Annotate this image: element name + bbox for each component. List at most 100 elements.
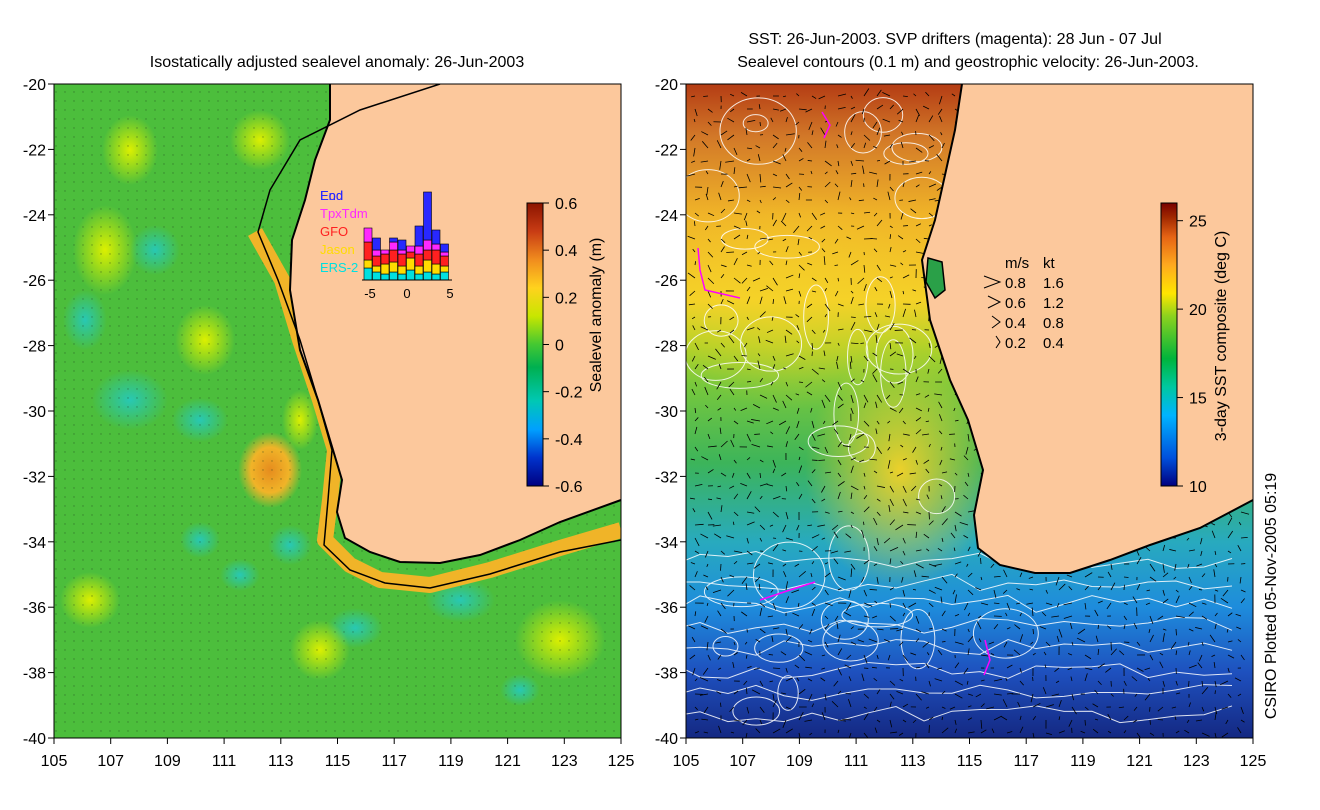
velocity-arrow	[804, 719, 813, 722]
velocity-arrow	[703, 574, 709, 578]
velocity-arrow	[1174, 716, 1177, 721]
inset-bar-segment	[414, 273, 424, 281]
velocity-arrow	[738, 186, 748, 189]
velocity-arrow	[846, 654, 852, 660]
velocity-arrow	[888, 433, 891, 442]
velocity-arrow	[915, 549, 922, 552]
velocity-arrow	[1097, 600, 1103, 604]
velocity-arrow	[954, 641, 964, 645]
velocity-arrow	[780, 220, 787, 227]
inset-bar-segment	[372, 249, 381, 257]
velocity-arrow	[902, 612, 906, 617]
velocity-arrow	[889, 485, 895, 493]
velocity-arrow	[928, 115, 934, 123]
right-map-y-tick-label: -34	[655, 535, 678, 552]
left-map-axes: 105 107 109 111 113 115 117 119 121 123 125 -20 -22 -…	[23, 77, 635, 770]
velocity-arrow	[902, 458, 907, 461]
velocity-arrow	[706, 641, 709, 651]
velocity-arrow	[863, 506, 870, 513]
velocity-arrow	[772, 468, 776, 474]
sealevel-contour	[918, 478, 956, 515]
velocity-arrow	[785, 636, 792, 643]
velocity-arrow	[1054, 667, 1060, 672]
velocity-arrow	[824, 181, 831, 188]
velocity-arrow	[689, 585, 696, 591]
velocity-arrow	[798, 732, 801, 738]
velocity-arrow	[811, 95, 817, 99]
velocity-arrow	[1136, 550, 1140, 556]
velocity-arrow	[782, 154, 787, 162]
inset-bar-segment	[363, 267, 373, 281]
inset-bar-segment	[363, 241, 373, 261]
velocity-arrow	[707, 433, 711, 440]
velocity-arrow	[692, 667, 696, 676]
velocity-arrow	[1149, 563, 1156, 572]
velocity-arrow	[954, 524, 957, 532]
inset-bar-segment	[414, 265, 424, 275]
velocity-arrow	[844, 612, 852, 617]
velocity-arrow	[732, 521, 735, 526]
velocity-arrow	[1146, 589, 1151, 592]
inset-bar-segment	[397, 253, 407, 267]
velocity-arrow	[767, 615, 774, 618]
velocity-arrow	[729, 485, 735, 489]
velocity-arrow	[806, 303, 813, 308]
inset-bar-segment	[440, 243, 449, 253]
velocity-arrow	[785, 426, 791, 435]
inset-bar-segment	[440, 255, 449, 267]
velocity-arrow	[807, 678, 813, 682]
velocity-arrow	[921, 575, 930, 578]
velocity-arrow	[836, 621, 839, 630]
velocity-arrow	[778, 420, 787, 426]
velocity-arrow	[869, 458, 878, 461]
inset-bar-segment	[397, 249, 407, 255]
inset-legend-item: Jason	[320, 242, 355, 257]
velocity-arrow	[837, 106, 846, 110]
inset-bar-segment	[363, 259, 373, 269]
velocity-arrow	[820, 127, 826, 136]
velocity-arrow	[707, 469, 714, 474]
velocity-arrow	[811, 329, 816, 335]
velocity-arrow	[699, 677, 709, 682]
velocity-arrow	[759, 680, 764, 687]
velocity-arrow	[1201, 641, 1204, 646]
velocity-arrow	[1188, 664, 1197, 669]
velocity-arrow	[745, 654, 748, 659]
velocity-arrow	[848, 251, 852, 258]
right-map-title-line1: SST: 26-Jun-2003. SVP drifters (magenta)…	[748, 31, 1161, 48]
velocity-arrow	[937, 649, 943, 656]
velocity-arrow	[837, 328, 844, 331]
velocity-arrow	[1198, 654, 1203, 662]
velocity-arrow	[797, 238, 800, 246]
velocity-arrow	[706, 563, 709, 567]
left-map-y-tick-label: -34	[23, 535, 46, 552]
velocity-arrow	[1235, 613, 1242, 617]
velocity-arrow	[850, 524, 853, 529]
velocity-arrow	[719, 160, 722, 170]
velocity-arrow	[805, 381, 813, 388]
velocity-arrow	[951, 93, 956, 97]
velocity-arrow	[746, 491, 752, 500]
velocity-arrow	[941, 727, 949, 734]
velocity-arrow	[1002, 589, 1008, 594]
inset-bar-segment	[440, 265, 449, 273]
velocity-arrow	[1029, 588, 1034, 591]
velocity-arrow	[1045, 589, 1048, 594]
right-map-y-tick-label: -28	[655, 339, 678, 356]
velocity-arrow	[896, 353, 904, 357]
velocity-arrow	[740, 483, 748, 487]
velocity-arrow	[805, 666, 813, 669]
velocity-arrow	[980, 719, 983, 729]
velocity-arrow	[861, 576, 865, 583]
velocity-arrow	[963, 455, 969, 461]
velocity-arrow	[908, 199, 917, 202]
velocity-arrow	[850, 180, 853, 188]
left-map-x-tick-label: 121	[494, 753, 521, 770]
velocity-arrow	[811, 130, 814, 136]
velocity-arrow	[798, 624, 804, 630]
velocity-arrow	[889, 547, 899, 552]
velocity-arrow	[716, 329, 722, 333]
velocity-arrow	[746, 420, 754, 424]
inset-bar-segment	[431, 243, 441, 251]
